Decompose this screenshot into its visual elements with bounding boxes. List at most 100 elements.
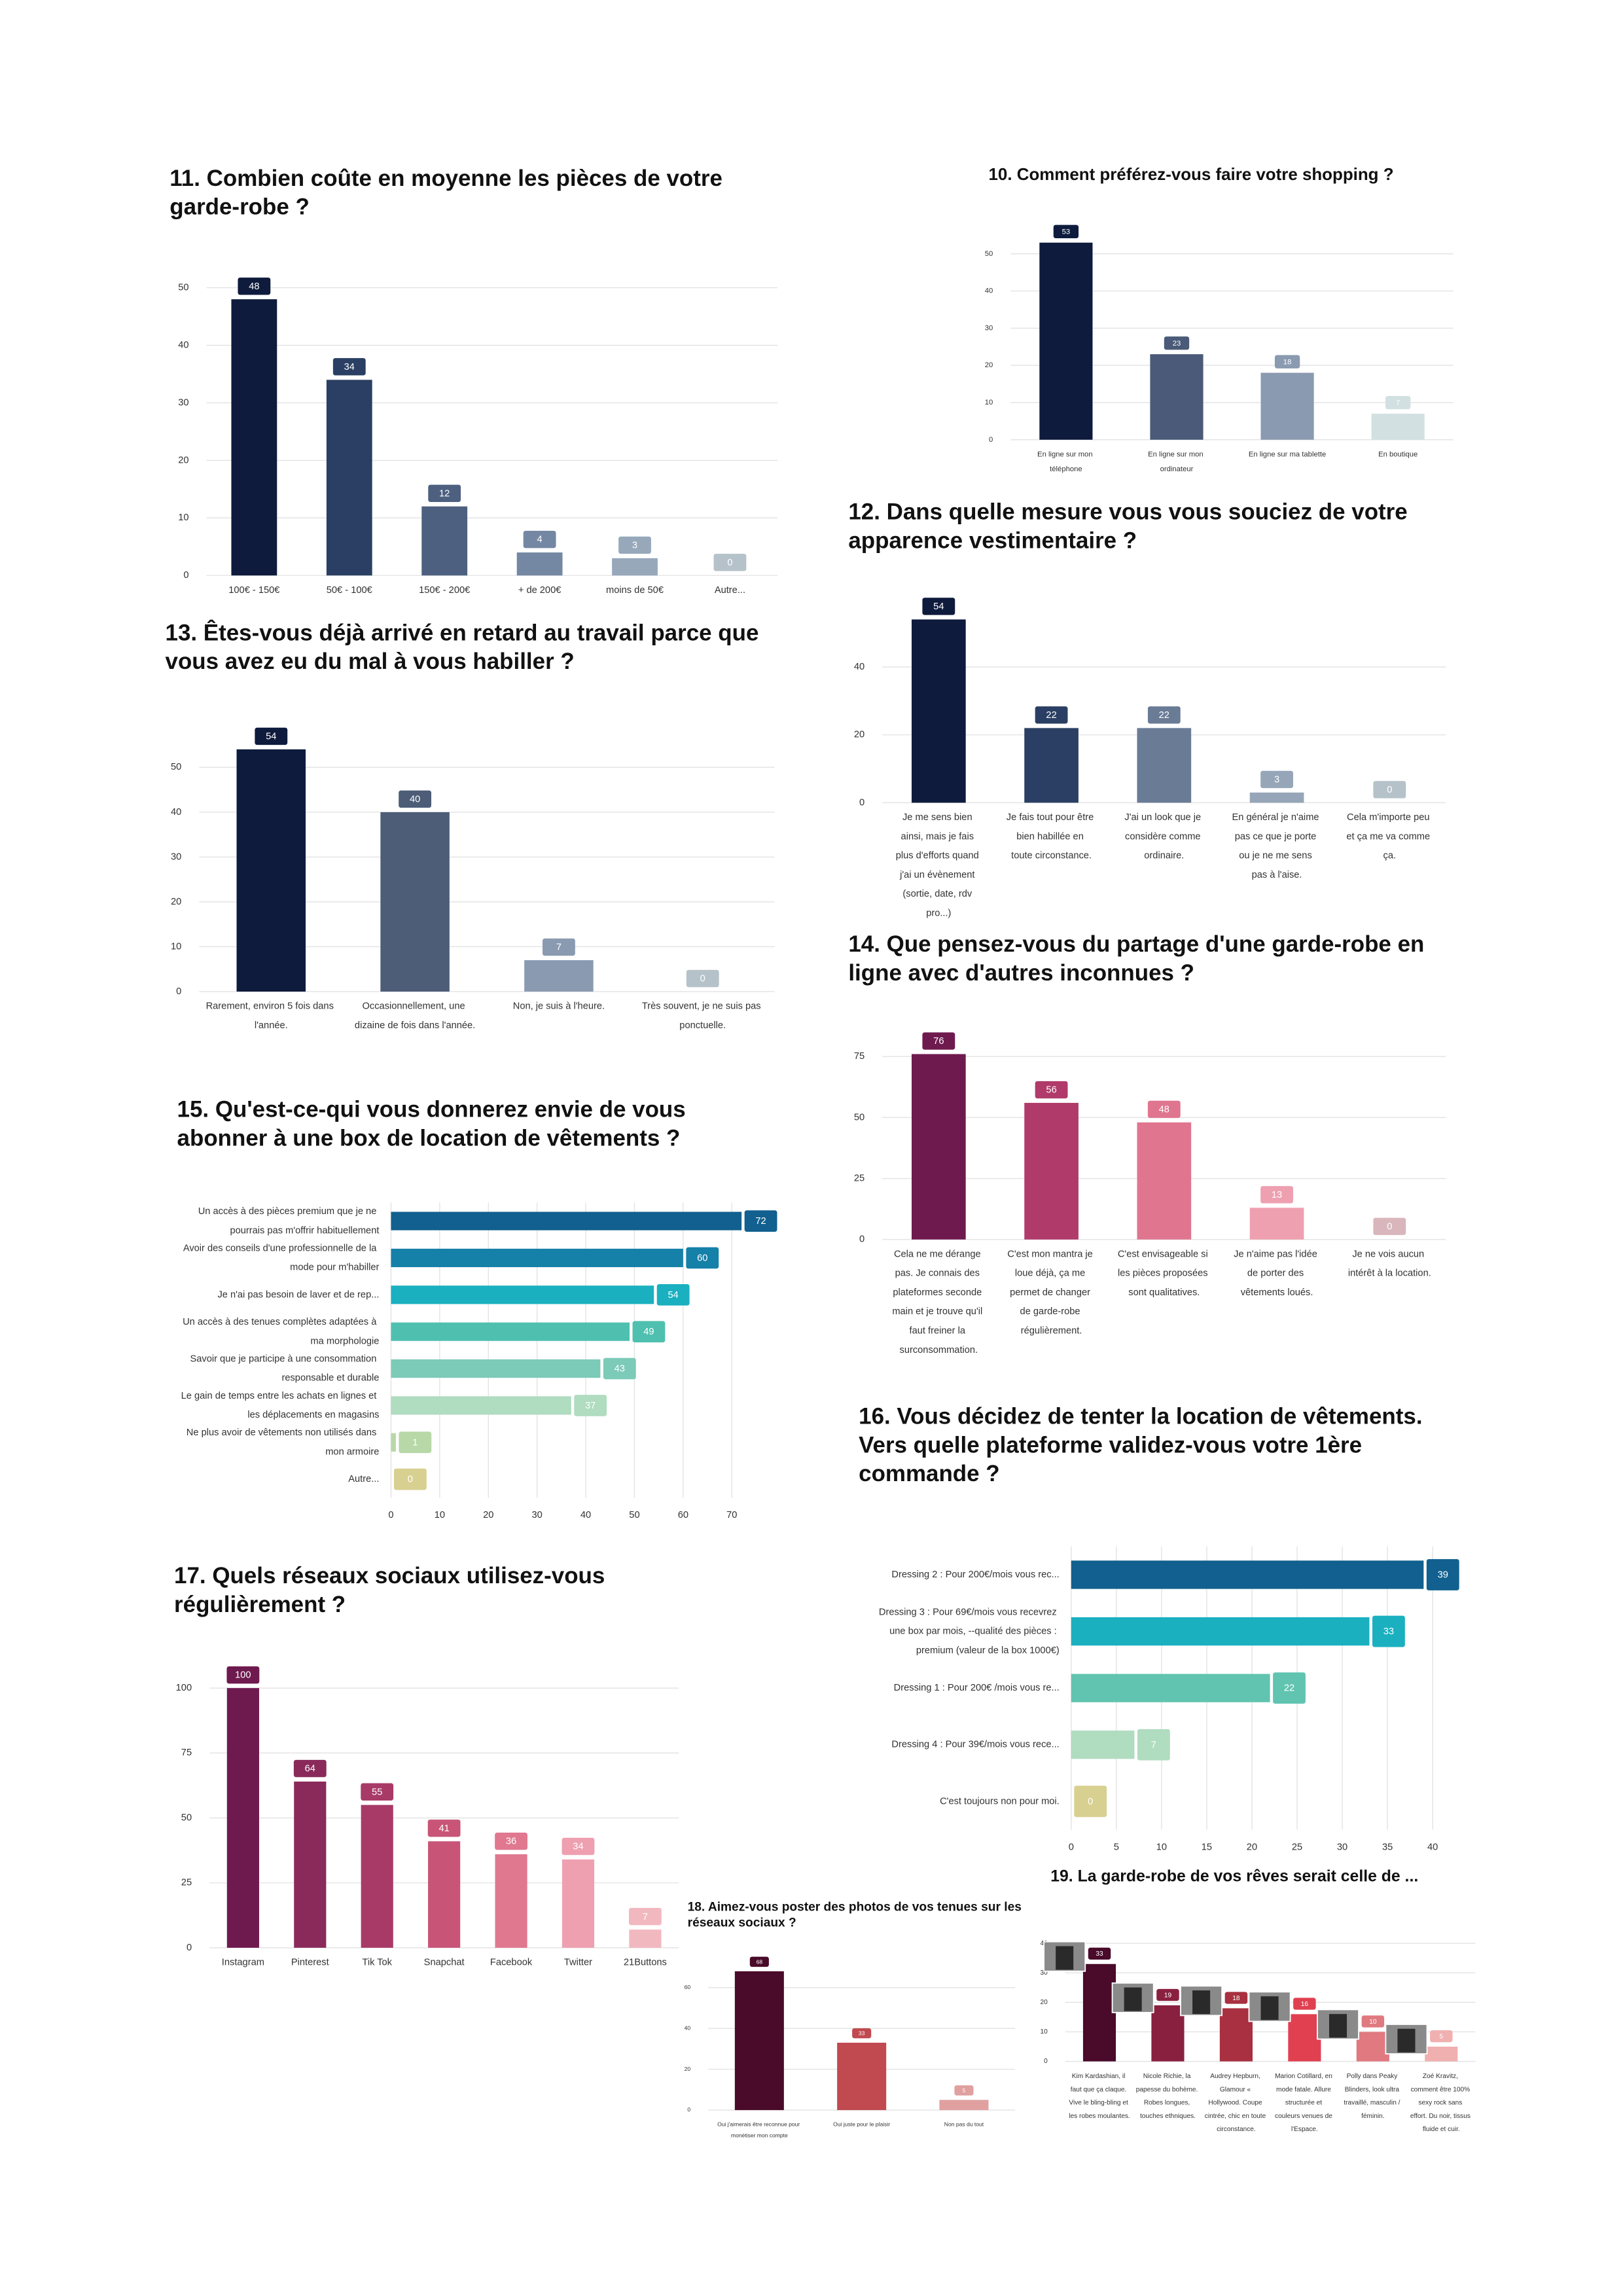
- value-label: 68: [757, 1958, 763, 1965]
- value-label: 0: [700, 974, 705, 984]
- y-tick-label: 10: [985, 399, 993, 406]
- bar: [1071, 1560, 1424, 1589]
- x-tick-label: 40: [580, 1510, 591, 1520]
- x-tick-label: C'est envisageable si les pièces proposé…: [1118, 1249, 1211, 1298]
- y-tick-label: 50: [854, 1112, 865, 1122]
- value-label-bg: [1273, 1672, 1306, 1704]
- value-label: 33: [1096, 1950, 1103, 1958]
- x-tick-label: Marion Cotillard, en mode fatale. Allure…: [1275, 2073, 1334, 2133]
- value-label-bg: [1385, 396, 1411, 410]
- value-label: 0: [727, 558, 732, 568]
- bar: [380, 812, 450, 992]
- value-label-bg: [1147, 1100, 1181, 1119]
- chart-title: 19. La garde-robe de vos rêves serait ce…: [1050, 1867, 1418, 1885]
- y-tick-label: 30: [178, 397, 188, 408]
- value-label: 3: [632, 540, 637, 550]
- value-label: 36: [506, 1837, 516, 1847]
- value-label-bg: [1147, 706, 1181, 724]
- bar: [391, 1211, 742, 1230]
- x-tick-label: Tik Tok: [362, 1957, 392, 1967]
- y-tick-label: 100: [176, 1683, 192, 1693]
- x-tick-label: 5: [1114, 1842, 1119, 1853]
- y-tick-label: 40: [854, 662, 865, 672]
- photo-detail: [1397, 2028, 1416, 2053]
- value-label-bg: [749, 1956, 769, 1967]
- value-label: 4: [537, 535, 543, 545]
- bar: [1249, 792, 1304, 803]
- bar: [1371, 414, 1425, 440]
- bar: [911, 619, 966, 803]
- chart-title: 14. Que pensez-vous du partage d'une gar…: [848, 931, 1431, 986]
- x-tick-label: Zoé Kravitz, comment être 100% sexy rock…: [1410, 2073, 1472, 2133]
- y-tick-label: 0: [687, 2106, 690, 2113]
- y-tick-label: 50: [985, 250, 993, 258]
- value-label: 22: [1046, 710, 1056, 721]
- x-tick-label: Occasionnellement, une dizaine de fois d…: [355, 1001, 475, 1030]
- value-label-bg: [255, 727, 288, 745]
- bar: [428, 1841, 461, 1948]
- x-tick-label: 50: [629, 1510, 639, 1520]
- value-label: 54: [668, 1290, 678, 1300]
- value-label-bg: [1426, 1559, 1459, 1590]
- chart-title: 13. Êtes-vous déjà arrivé en retard au t…: [166, 619, 766, 674]
- chart: 15. Qu'est-ce-qui vous donnerez envie de…: [177, 1097, 777, 1520]
- value-label-bg: [562, 1837, 595, 1856]
- value-label-bg: [1137, 1729, 1170, 1761]
- x-tick-label: 150€ - 200€: [419, 585, 470, 596]
- value-label-bg: [1260, 1186, 1293, 1204]
- value-label-bg: [922, 1032, 955, 1050]
- value-label-bg: [1430, 2030, 1453, 2043]
- value-label: 39: [1438, 1570, 1448, 1581]
- y-tick-label: 40: [985, 287, 993, 295]
- x-tick-label: Oui juste pour le plaisir: [833, 2121, 890, 2128]
- value-label-bg: [1274, 355, 1300, 368]
- bar: [1024, 1103, 1079, 1240]
- value-label: 54: [266, 732, 276, 742]
- photo-detail: [1329, 2014, 1347, 2038]
- chart: 18. Aimez-vous poster des photos de vos …: [685, 1901, 1026, 2139]
- x-tick-label: Oui j'aimerais être reconnue pour monéti…: [717, 2121, 801, 2139]
- value-label-bg: [1164, 336, 1190, 350]
- value-label-bg: [495, 1832, 527, 1850]
- chart: 14. Que pensez-vous du partage d'une gar…: [848, 931, 1446, 1355]
- value-label-bg: [1373, 781, 1406, 798]
- value-label-bg: [1373, 1217, 1406, 1236]
- chart-title: 11. Combien coûte en moyenne les pièces …: [169, 166, 728, 220]
- value-label: 16: [1301, 2001, 1309, 2008]
- value-label-bg: [574, 1395, 607, 1416]
- value-label-bg: [954, 2085, 974, 2096]
- value-label: 7: [1396, 399, 1400, 407]
- y-tick-label: Avoir des conseils d'une professionnelle…: [183, 1243, 380, 1272]
- x-tick-label: moins de 50€: [606, 585, 664, 596]
- y-tick-label: 75: [854, 1051, 865, 1062]
- x-tick-label: 0: [1069, 1842, 1074, 1853]
- value-label-bg: [226, 1666, 260, 1684]
- y-tick-label: 10: [171, 941, 181, 952]
- bar: [326, 380, 372, 576]
- value-label-bg: [1224, 1992, 1248, 2004]
- value-label-bg: [713, 554, 747, 571]
- x-tick-label: C'est mon mantra je loue déjà, ça me per…: [1007, 1249, 1096, 1336]
- bar: [391, 1433, 396, 1452]
- chart-title: 15. Qu'est-ce-qui vous donnerez envie de…: [177, 1097, 692, 1151]
- x-tick-label: 35: [1382, 1842, 1393, 1853]
- x-tick-label: 50€ - 100€: [327, 585, 372, 596]
- y-tick-label: 40: [685, 2024, 691, 2031]
- value-label: 34: [344, 362, 355, 372]
- x-tick-label: Je fais tout pour être bien habillée en …: [1007, 812, 1097, 861]
- value-label: 5: [1439, 2033, 1443, 2040]
- y-tick-label: Ne plus avoir de vêtements non utilisés …: [187, 1427, 380, 1457]
- value-label: 18: [1283, 358, 1292, 366]
- y-tick-label: Dressing 3 : Pour 69€/mois vous recevrez…: [879, 1607, 1060, 1656]
- value-label-bg: [427, 1820, 461, 1837]
- value-label: 34: [573, 1842, 583, 1852]
- value-label-bg: [1293, 1998, 1316, 2010]
- chart: 17. Quels réseaux sociaux utilisez-vous …: [174, 1563, 679, 1967]
- y-tick-label: 0: [187, 1943, 192, 1953]
- y-tick-label: 25: [181, 1878, 192, 1888]
- photo-detail: [1260, 1996, 1279, 2020]
- value-label: 64: [305, 1764, 315, 1774]
- x-tick-label: Nicole Richie, la papesse du bohème. Rob…: [1136, 2073, 1200, 2120]
- value-label-bg: [399, 790, 432, 808]
